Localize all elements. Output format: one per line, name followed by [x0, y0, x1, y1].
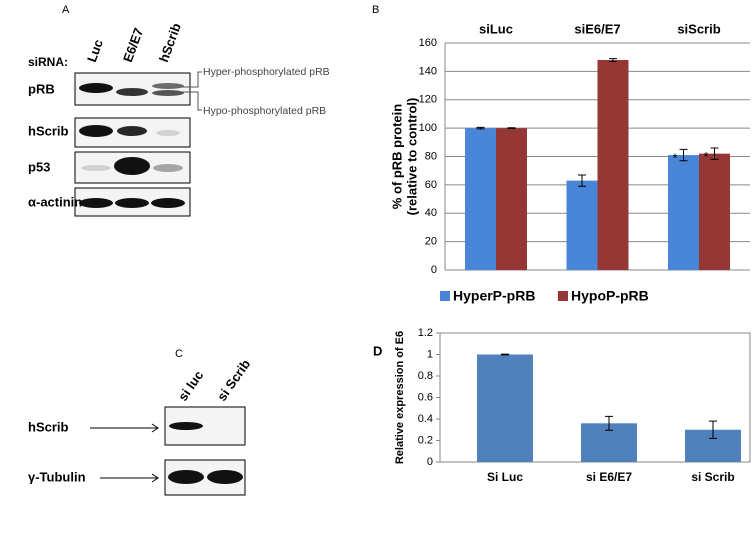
- category-label: siE6/E7: [574, 21, 620, 36]
- y-tick-label: 160: [419, 37, 437, 49]
- row-label: hScrib: [28, 419, 69, 434]
- row-label: pRB: [28, 81, 55, 96]
- row-label: α-actinin: [28, 194, 82, 209]
- band: [152, 83, 184, 89]
- panel-label: B: [372, 4, 379, 16]
- annotation: *: [704, 149, 709, 164]
- error-bar: [476, 126, 485, 130]
- error-bar: [609, 58, 617, 62]
- band: [79, 198, 113, 208]
- error-bar: [709, 420, 717, 439]
- bracket: [180, 71, 202, 88]
- error-bar: [507, 127, 516, 130]
- error-bar: [578, 174, 586, 187]
- legend-swatch: [558, 291, 568, 301]
- band: [81, 165, 111, 171]
- annotation: Hyper-phosphorylated pRB: [203, 66, 330, 78]
- lane-label: si Scrib: [214, 357, 253, 404]
- bracket: [180, 91, 202, 111]
- band: [156, 130, 180, 136]
- error-bar: [710, 147, 719, 160]
- band: [168, 470, 204, 484]
- error-bar: [501, 353, 509, 356]
- bar: [597, 60, 629, 271]
- lane-label: Luc: [84, 37, 106, 64]
- category-label: si Scrib: [691, 470, 734, 484]
- y-tick-label: 140: [419, 65, 437, 77]
- panel-label: A: [62, 4, 70, 16]
- error-bar: [605, 415, 613, 431]
- legend-swatch: [440, 291, 450, 301]
- band: [116, 88, 148, 96]
- band: [152, 90, 184, 96]
- band: [114, 157, 150, 175]
- band: [207, 470, 243, 484]
- row-label: γ-Tubulin: [28, 469, 86, 484]
- row-label: hScrib: [28, 123, 69, 138]
- band: [115, 198, 149, 208]
- y-axis-label: Relative expression of E6: [394, 331, 406, 464]
- y-tick-label: 0.8: [418, 370, 433, 382]
- y-tick-label: 40: [425, 207, 437, 219]
- legend-label: HyperP-pRB: [453, 288, 535, 304]
- panel-label: C: [175, 348, 183, 360]
- y-tick-label: 120: [419, 94, 437, 106]
- category-label: Si Luc: [487, 470, 523, 484]
- error-bar: [679, 148, 688, 162]
- y-tick-label: 60: [425, 179, 437, 191]
- band: [79, 83, 113, 93]
- bar: [496, 128, 527, 270]
- y-tick-label: 0.6: [418, 391, 433, 403]
- annotation: Hypo-phosphorylated pRB: [203, 105, 326, 117]
- y-tick-label: 1: [427, 348, 433, 360]
- bar: [566, 180, 598, 270]
- y-tick-label: 0.2: [418, 434, 433, 446]
- bands: [79, 83, 243, 484]
- band: [169, 422, 203, 430]
- lane-label: hScrib: [156, 21, 184, 64]
- y-tick-label: 0: [431, 264, 437, 276]
- band: [153, 164, 183, 172]
- lane-label: si luc: [175, 368, 206, 404]
- y-axis-label: % of pRB protein: [389, 104, 404, 209]
- band: [117, 126, 147, 136]
- bar: [465, 128, 496, 270]
- arrow: [90, 423, 159, 483]
- legend-label: HypoP-pRB: [571, 288, 649, 304]
- bar: [668, 155, 699, 270]
- y-tick-label: 0.4: [418, 413, 433, 425]
- y-tick-label: 100: [419, 122, 437, 134]
- lane-label: E6/E7: [120, 26, 146, 64]
- y-tick-label: 1.2: [418, 327, 433, 339]
- band: [151, 198, 185, 208]
- panel-label: D: [373, 343, 382, 358]
- y-tick-label: 0: [427, 456, 433, 468]
- category-label: siScrib: [677, 21, 720, 36]
- y-axis-label: (relative to control): [404, 98, 419, 216]
- category-label: si E6/E7: [586, 470, 632, 484]
- category-label: siLuc: [479, 21, 513, 36]
- annotation: *: [673, 151, 678, 166]
- row-label: p53: [28, 159, 50, 174]
- y-tick-label: 80: [425, 150, 437, 162]
- band: [79, 125, 113, 137]
- y-tick-label: 20: [425, 236, 437, 248]
- annotation-lines: [90, 71, 202, 483]
- sirna-label: siRNA:: [28, 55, 68, 69]
- bar: [699, 153, 730, 270]
- bar: [477, 354, 533, 462]
